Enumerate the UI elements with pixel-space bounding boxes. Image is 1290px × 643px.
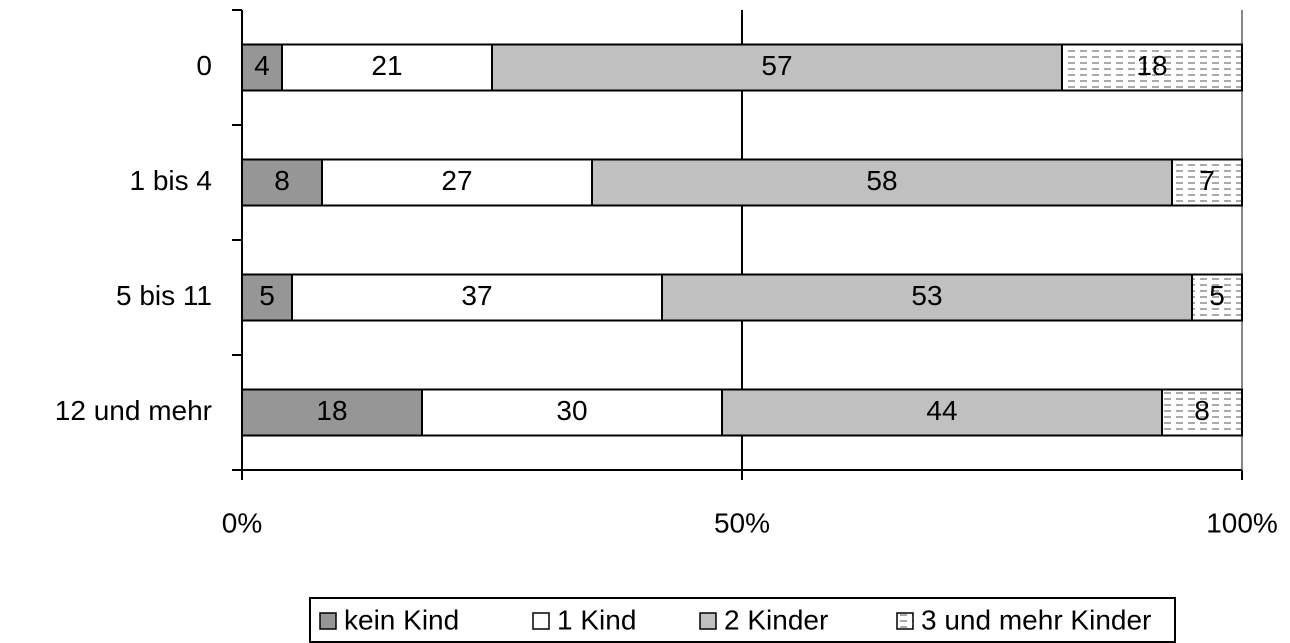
bar-segment	[241, 273, 293, 322]
legend-label: 3 und mehr Kinder	[921, 604, 1151, 635]
bar-segment	[421, 388, 723, 437]
legend-box	[309, 597, 1176, 643]
bar-segment	[1061, 43, 1243, 92]
data-label: 4	[254, 50, 270, 81]
legend-swatch	[319, 612, 337, 630]
x-tick-label: 0%	[222, 507, 262, 538]
y-tick-label: 1 bis 4	[130, 165, 213, 196]
data-label: 8	[274, 165, 290, 196]
data-label: 21	[371, 50, 402, 81]
data-label: 18	[316, 395, 347, 426]
bar-segment	[241, 158, 323, 207]
bar-segment	[321, 158, 593, 207]
data-label: 8	[1194, 395, 1210, 426]
bar-segment	[721, 388, 1163, 437]
data-label: 58	[866, 165, 897, 196]
data-label: 27	[441, 165, 472, 196]
data-label: 7	[1199, 165, 1215, 196]
data-label: 37	[461, 280, 492, 311]
bar-segment	[291, 273, 663, 322]
data-label: 57	[761, 50, 792, 81]
data-label: 5	[1209, 280, 1225, 311]
data-label: 44	[926, 395, 957, 426]
data-label: 18	[1136, 50, 1167, 81]
bar-segment	[281, 43, 493, 92]
legend-swatch	[532, 612, 550, 630]
legend-label: 2 Kinder	[724, 604, 828, 635]
legend-label: 1 Kind	[557, 604, 636, 635]
bar-segment	[491, 43, 1063, 92]
y-tick-label: 5 bis 11	[116, 280, 212, 311]
y-tick-label: 0	[196, 50, 212, 81]
bar-segment	[1161, 388, 1243, 437]
bar-segment	[1191, 273, 1243, 322]
legend-label: kein Kind	[344, 604, 459, 635]
data-label: 30	[556, 395, 587, 426]
legend-swatch	[896, 612, 914, 630]
x-tick-label: 100%	[1206, 507, 1278, 538]
y-tick-label: 12 und mehr	[55, 395, 212, 426]
data-label: 53	[911, 280, 942, 311]
bar-segment	[1171, 158, 1243, 207]
x-tick-label: 50%	[714, 507, 770, 538]
bar-segment	[241, 43, 283, 92]
legend-swatch	[699, 612, 717, 630]
bar-segment	[241, 388, 423, 437]
data-label: 5	[259, 280, 275, 311]
